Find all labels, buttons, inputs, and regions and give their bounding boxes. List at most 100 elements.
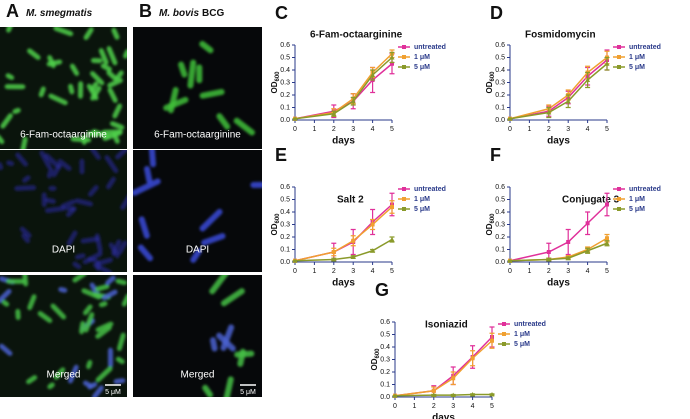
cell (202, 384, 214, 397)
legend-label: 1 μM (629, 54, 645, 61)
micrograph-bg (133, 27, 262, 149)
chart-letter: F (490, 145, 501, 165)
y-tick-label: 0.3 (280, 221, 290, 228)
cell (46, 167, 54, 179)
point (350, 98, 356, 104)
point (292, 258, 298, 263)
cell (57, 159, 72, 171)
y-tick-label: 0.6 (280, 42, 290, 49)
legend-marker (402, 55, 406, 59)
y-tick-label: 0.3 (495, 79, 505, 86)
cell (1, 299, 10, 307)
cell (148, 150, 157, 168)
cell (47, 382, 55, 390)
cell (117, 240, 127, 255)
cell (163, 96, 189, 111)
y-tick-label: 0.6 (495, 42, 505, 49)
cell (47, 55, 56, 69)
cell (90, 58, 103, 64)
x-tick-label: 4 (471, 403, 475, 410)
y-tick-label: 0.3 (380, 356, 390, 363)
cell (112, 103, 123, 119)
y-axis-label-main: OD (485, 81, 494, 93)
cell (95, 325, 112, 339)
point (507, 116, 513, 121)
legend-label: untreated (414, 186, 446, 193)
cell (133, 178, 161, 196)
cell (178, 61, 188, 78)
cell (187, 59, 197, 89)
x-tick-label: 3 (566, 268, 570, 275)
cells (0, 150, 127, 272)
point (450, 392, 456, 398)
legend-marker (617, 65, 621, 69)
row-label: Merged (181, 370, 215, 381)
cell (87, 382, 98, 390)
x-tick-label: 5 (605, 126, 609, 133)
y-axis-label-subscript: 600 (275, 213, 281, 224)
point (292, 116, 298, 121)
cell (0, 343, 13, 356)
cell (15, 152, 29, 167)
cell (100, 63, 112, 72)
y-tick-label: 0.1 (280, 104, 290, 111)
y-tick-label: 0.5 (495, 196, 505, 203)
cell (107, 77, 123, 88)
cell (83, 312, 95, 333)
x-axis-label: days (332, 136, 355, 147)
x-tick-label: 4 (586, 126, 590, 133)
legend-label: 1 μM (414, 196, 430, 203)
panel-letter: B (139, 1, 152, 21)
row-label: DAPI (186, 245, 209, 256)
cell (41, 192, 47, 208)
x-tick-label: 1 (312, 268, 316, 275)
point (604, 240, 610, 246)
point (389, 55, 395, 60)
micrograph (0, 275, 127, 397)
point (507, 258, 513, 263)
y-tick-label: 0.4 (495, 209, 505, 216)
cell (6, 27, 14, 33)
panel-title: M. bovis BCG (159, 8, 224, 19)
y-tick-label: 0.3 (495, 221, 505, 228)
x-tick-label: 2 (332, 268, 336, 275)
x-tick-label: 0 (393, 403, 397, 410)
x-tick-label: 2 (547, 268, 551, 275)
point (331, 250, 336, 254)
chart-title: 6-Fam-octaarginine (310, 30, 403, 41)
row-label: DAPI (52, 245, 75, 256)
point (370, 222, 375, 227)
cell (113, 378, 126, 385)
y-tick-label: 0.2 (380, 369, 390, 376)
y-tick-label: 0.2 (280, 92, 290, 99)
y-tick-label: 0.4 (380, 344, 390, 351)
point (490, 338, 494, 343)
cell (0, 288, 12, 304)
cell (72, 275, 87, 283)
cell (201, 233, 226, 246)
cell (27, 294, 37, 311)
x-tick-label: 2 (332, 126, 336, 133)
panel-title-italic: M. bovis (159, 8, 199, 19)
x-tick-label: 5 (390, 268, 394, 275)
cell (38, 86, 46, 98)
scale-label: 5 μM (105, 389, 121, 396)
micrograph (133, 27, 262, 149)
point (389, 237, 395, 242)
cell (105, 275, 116, 286)
panel-title-italic: M. smegmatis (26, 8, 93, 19)
legend-marker (617, 187, 621, 191)
cell (111, 27, 120, 40)
cell (4, 84, 26, 90)
cell (5, 73, 15, 80)
cell (72, 261, 82, 270)
x-tick-label: 1 (412, 403, 416, 410)
cell (69, 63, 80, 76)
cell (6, 278, 26, 284)
cell (74, 198, 93, 207)
cell (108, 242, 120, 259)
cell (109, 121, 125, 130)
cell (66, 230, 78, 246)
cell (123, 49, 127, 59)
